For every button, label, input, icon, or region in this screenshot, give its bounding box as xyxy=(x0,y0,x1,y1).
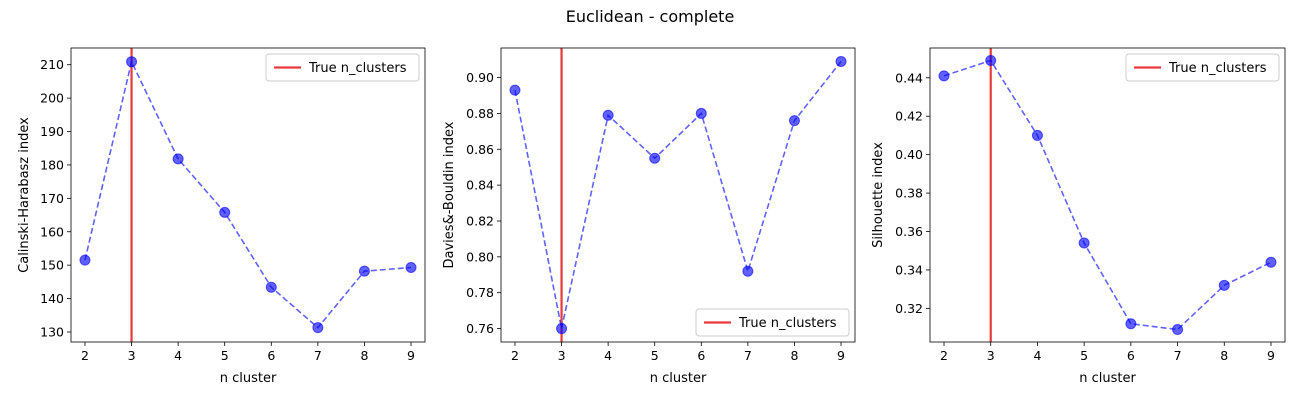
x-tick-label: 3 xyxy=(128,348,136,363)
data-point xyxy=(79,254,91,266)
x-tick-label: 3 xyxy=(558,348,566,363)
x-tick-label: 8 xyxy=(360,348,368,363)
subplot-3: 2 3 4 5 6 7 8 9 0.32 0.34 0.36 0.38 0.40 0.42 0.44 n cl… xyxy=(871,47,1286,386)
legend: True n_clusters xyxy=(1125,53,1280,82)
data-point xyxy=(985,54,997,66)
legend-frame xyxy=(265,53,420,82)
data-point xyxy=(1031,129,1043,141)
data-point xyxy=(126,56,138,68)
x-tick-label: 5 xyxy=(1080,348,1088,363)
x-tick-label: 5 xyxy=(221,348,229,363)
x-tick-label: 6 xyxy=(1127,348,1135,363)
y-tick-label: 210 xyxy=(40,57,64,72)
data-point xyxy=(265,281,277,293)
series-line xyxy=(514,60,842,329)
y-axis-label: Calinski-Harabasz index xyxy=(17,117,32,273)
data-point xyxy=(509,84,521,96)
y-tick-label: 0.88 xyxy=(466,106,494,121)
x-tick-label: 2 xyxy=(511,348,519,363)
x-axis-label: n cluster xyxy=(220,371,277,386)
series-line xyxy=(84,59,412,329)
y-tick-label: 0.78 xyxy=(466,285,494,300)
y-tick-label: 0.90 xyxy=(466,70,494,85)
data-point xyxy=(405,261,417,273)
y-tick-label: 0.34 xyxy=(895,262,923,277)
y-tick-label: 0.38 xyxy=(895,186,923,201)
data-point xyxy=(1125,318,1137,330)
axes-frame xyxy=(929,47,1286,343)
x-tick-label: 6 xyxy=(697,348,705,363)
y-tick-label: 0.44 xyxy=(895,70,923,85)
data-point xyxy=(602,109,614,121)
axes-frame xyxy=(70,47,426,343)
legend: True n_clusters xyxy=(265,53,420,82)
x-tick-label: 7 xyxy=(314,348,322,363)
data-point xyxy=(1172,324,1184,336)
y-axis-label: Davies&-Bouldin index xyxy=(442,121,457,268)
data-point xyxy=(1078,237,1090,249)
y-tick-label: 150 xyxy=(40,258,64,273)
x-tick-label: 3 xyxy=(987,348,995,363)
figure-title: Euclidean - complete xyxy=(566,7,735,26)
subplot-2: 2 3 4 5 6 7 8 9 0.76 0.78 0.80 0.82 0.84 0.86 0.88 0.90… xyxy=(442,47,856,386)
x-tick-label: 4 xyxy=(174,348,182,363)
x-tick-label: 4 xyxy=(604,348,612,363)
series-line xyxy=(943,59,1272,331)
data-point xyxy=(788,115,800,127)
subplots: 2 3 4 5 6 7 8 9 130 140 150 160 170 180 190 200 210 n clu… xyxy=(17,47,1286,386)
x-axis-label: n cluster xyxy=(650,371,707,386)
legend-label: True n_clusters xyxy=(1168,61,1267,76)
data-point xyxy=(695,107,707,119)
y-tick-label: 130 xyxy=(40,324,64,339)
y-tick-label: 160 xyxy=(40,224,64,239)
x-tick-label: 6 xyxy=(267,348,275,363)
y-tick-label: 0.80 xyxy=(466,249,494,264)
legend-label: True n_clusters xyxy=(738,316,837,331)
y-tick-label: 200 xyxy=(40,91,64,106)
y-tick-label: 0.36 xyxy=(895,224,923,239)
y-tick-label: 0.82 xyxy=(466,213,494,228)
x-tick-label: 5 xyxy=(651,348,659,363)
data-point xyxy=(835,55,847,67)
y-tick-label: 180 xyxy=(40,157,64,172)
data-point xyxy=(172,153,184,165)
data-point xyxy=(312,322,324,334)
y-axis-label: Silhouette index xyxy=(871,142,886,248)
subplot-1: 2 3 4 5 6 7 8 9 130 140 150 160 170 180 190 200 210 n clu… xyxy=(17,47,426,386)
x-tick-label: 9 xyxy=(407,348,415,363)
y-tick-label: 0.76 xyxy=(466,321,494,336)
y-tick-label: 190 xyxy=(40,124,64,139)
x-tick-label: 9 xyxy=(1267,348,1275,363)
data-point xyxy=(358,265,370,277)
data-point xyxy=(742,265,754,277)
data-point xyxy=(1218,279,1230,291)
y-tick-label: 0.32 xyxy=(895,301,923,316)
y-tick-label: 0.86 xyxy=(466,142,494,157)
x-tick-label: 8 xyxy=(1220,348,1228,363)
x-tick-label: 2 xyxy=(81,348,89,363)
data-point xyxy=(219,206,231,218)
legend-frame xyxy=(695,308,850,337)
x-tick-label: 7 xyxy=(1174,348,1182,363)
legend-frame xyxy=(1125,53,1280,82)
y-tick-label: 140 xyxy=(40,291,64,306)
legend: True n_clusters xyxy=(695,308,850,337)
x-tick-label: 2 xyxy=(940,348,948,363)
data-point xyxy=(1265,256,1277,268)
y-tick-label: 0.40 xyxy=(895,147,923,162)
data-point xyxy=(938,70,950,82)
x-tick-label: 4 xyxy=(1033,348,1041,363)
x-tick-label: 7 xyxy=(744,348,752,363)
y-tick-label: 0.84 xyxy=(466,178,494,193)
x-tick-label: 9 xyxy=(837,348,845,363)
y-tick-label: 170 xyxy=(40,191,64,206)
legend-label: True n_clusters xyxy=(308,61,407,76)
y-tick-label: 0.42 xyxy=(895,109,923,124)
axes-frame xyxy=(500,47,856,343)
x-axis-label: n cluster xyxy=(1079,371,1136,386)
data-point xyxy=(649,152,661,164)
x-tick-label: 8 xyxy=(790,348,798,363)
data-point xyxy=(556,323,568,335)
